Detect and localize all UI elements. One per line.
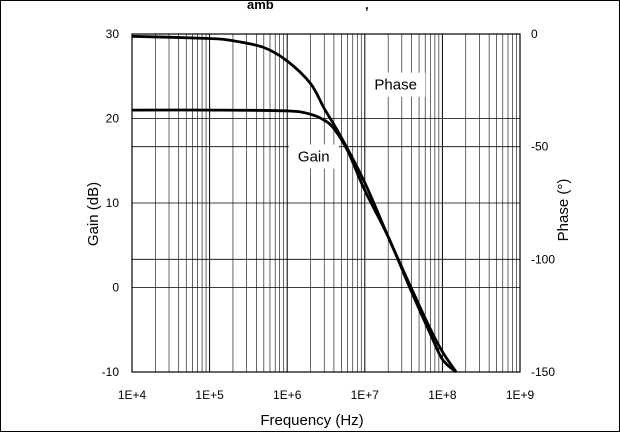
left-axis-title: Gain (dB) bbox=[85, 182, 102, 246]
right-tick-label: -50 bbox=[531, 140, 549, 154]
right-tick-label: -100 bbox=[531, 252, 555, 266]
left-tick-label: 20 bbox=[106, 112, 120, 126]
plot-area bbox=[131, 33, 521, 373]
x-tick-label: 1E+9 bbox=[506, 388, 535, 402]
left-tick-label: 30 bbox=[106, 27, 120, 41]
header-punct: , bbox=[365, 0, 369, 12]
x-tick-label: 1E+5 bbox=[195, 388, 224, 402]
right-tick-label: 0 bbox=[531, 27, 538, 41]
left-tick-label: 10 bbox=[106, 196, 120, 210]
x-tick-label: 1E+6 bbox=[273, 388, 302, 402]
left-tick-label: -10 bbox=[102, 365, 120, 379]
x-tick-label: 1E+7 bbox=[351, 388, 380, 402]
annotation-box bbox=[288, 144, 339, 169]
series-lines bbox=[131, 34, 458, 374]
header-fragment: amb bbox=[247, 0, 274, 12]
major-gridlines bbox=[131, 33, 520, 373]
phase-curve bbox=[131, 34, 458, 373]
annotation-box bbox=[366, 72, 426, 97]
x-tick-label: 1E+8 bbox=[428, 388, 457, 402]
left-tick-labels: -10 0 10 20 30 bbox=[102, 27, 120, 379]
annotations: Phase Gain bbox=[288, 72, 426, 169]
right-tick-labels: -150 -100 -50 0 bbox=[531, 27, 555, 379]
left-tick-label: 0 bbox=[112, 281, 119, 295]
x-tick-labels: 1E+4 1E+5 1E+6 1E+7 1E+8 1E+9 bbox=[118, 388, 535, 402]
right-axis-title: Phase (°) bbox=[555, 179, 572, 242]
x-tick-label: 1E+4 bbox=[118, 388, 147, 402]
x-axis-title: Frequency (Hz) bbox=[260, 412, 363, 429]
annotation-label: Gain bbox=[298, 149, 330, 166]
annotation-label: Phase bbox=[374, 77, 417, 94]
right-tick-label: -150 bbox=[531, 365, 555, 379]
